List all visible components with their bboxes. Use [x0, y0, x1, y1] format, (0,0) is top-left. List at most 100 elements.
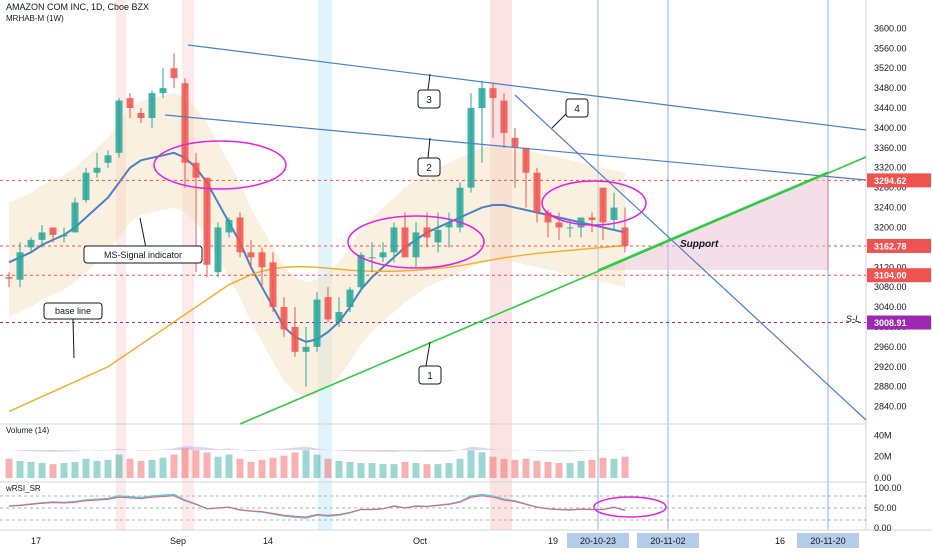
highlight-circles [153, 140, 667, 518]
volume-bar [203, 452, 211, 478]
support-trendline-inner [597, 171, 829, 271]
band-red-1 [116, 0, 126, 530]
candle-body [16, 252, 24, 280]
price-tick: 3240.00 [874, 203, 907, 213]
volume-tick: 20M [874, 452, 892, 462]
volume-bar [137, 460, 145, 478]
volume-bar [599, 457, 607, 478]
volume-bar [577, 460, 585, 478]
rsi-tick: 0.00 [874, 523, 892, 533]
price-tick: 3320.00 [874, 163, 907, 173]
volume-bar [148, 459, 156, 478]
trendline-2 [164, 114, 867, 181]
volume-bar [93, 460, 101, 478]
candle-body [621, 227, 629, 246]
callout-3-label: 3 [426, 95, 432, 106]
volume-bar [181, 448, 189, 478]
volume-bar [489, 456, 497, 478]
volume-bar [170, 454, 178, 478]
band-red-3 [490, 0, 512, 530]
volume-bar [115, 454, 123, 478]
price-levels [0, 179, 866, 324]
callout-1: 1 [418, 341, 442, 385]
volume-bar [236, 458, 244, 478]
candle-body [170, 68, 178, 79]
time-tick: 16 [775, 536, 785, 546]
ms-signal-label: MS-Signal indicator [104, 250, 182, 260]
trendline-4 [514, 94, 867, 421]
callout-4-label: 4 [574, 104, 580, 115]
volume-bar [192, 450, 200, 478]
volume-bar [60, 463, 68, 478]
candle-body [181, 83, 189, 163]
candle-body [214, 227, 222, 273]
candle-body [137, 113, 145, 118]
volume-bar [291, 452, 299, 478]
candle-body [126, 98, 134, 109]
volume-bar [511, 459, 519, 478]
volume-bar [456, 458, 464, 478]
volume-bar [126, 458, 134, 478]
candle-body [577, 217, 585, 228]
volume-bar [225, 454, 233, 478]
stop-loss-label: S-L [846, 314, 860, 324]
volume-bar [621, 456, 629, 478]
volume-bar [82, 458, 90, 478]
time-badge [567, 533, 629, 548]
volume-bar [434, 464, 442, 478]
volume-pane [5, 446, 629, 478]
candle-body [533, 172, 541, 213]
candle-body [390, 227, 398, 253]
chart-title: AMAZON COM INC, 1D, Cboe BZX [6, 2, 150, 12]
candle-body [192, 162, 200, 178]
volume-bar [258, 459, 266, 478]
trendlines [164, 44, 867, 425]
candle-body [500, 100, 508, 133]
volume-bar [412, 463, 420, 478]
rsi-pane-label: wRSI_SR [6, 484, 41, 493]
candle-body [5, 277, 13, 279]
candles [5, 53, 629, 387]
volume-bar [566, 463, 574, 478]
circle-rsi [593, 496, 667, 518]
candle-body [555, 222, 563, 228]
volume-bar [500, 458, 508, 478]
price-tick: 3280.00 [874, 183, 907, 193]
volume-bar [555, 463, 563, 478]
time-badge [637, 533, 699, 548]
volume-bar [38, 463, 46, 478]
support-label: Support [680, 239, 719, 250]
price-tick: 3080.00 [874, 282, 907, 292]
volume-bar [346, 462, 354, 478]
volume-bar [269, 457, 277, 478]
band-blue-1 [318, 0, 332, 530]
time-tick: Sep [170, 536, 186, 546]
rsi-tick: 50.00 [874, 503, 897, 513]
time-tick: 19 [548, 536, 558, 546]
candle-body [71, 202, 79, 233]
volume-bar [533, 460, 541, 478]
time-tick: 14 [263, 536, 273, 546]
price-badge-3 [867, 315, 931, 330]
candle-body [247, 252, 255, 258]
trendline-3 [187, 44, 867, 131]
price-tick: 3560.00 [874, 43, 907, 53]
price-badge-label: 3294.62 [874, 176, 907, 186]
price-tick: 3040.00 [874, 302, 907, 312]
price-tick: 2840.00 [874, 402, 907, 412]
rsi-pane [0, 493, 866, 521]
candle-body [412, 232, 420, 258]
volume-tick: 0.00 [874, 473, 892, 483]
circle-3 [541, 180, 647, 226]
volume-bar [522, 458, 530, 478]
highlight-bands [116, 0, 829, 530]
time-tick: Oct [413, 536, 428, 546]
volume-bar [379, 464, 387, 478]
volume-bar [159, 457, 167, 478]
rsi-tick: 100.00 [874, 483, 902, 493]
price-badge-1 [867, 238, 931, 253]
time-badge [797, 533, 859, 548]
candle-body [49, 227, 57, 235]
